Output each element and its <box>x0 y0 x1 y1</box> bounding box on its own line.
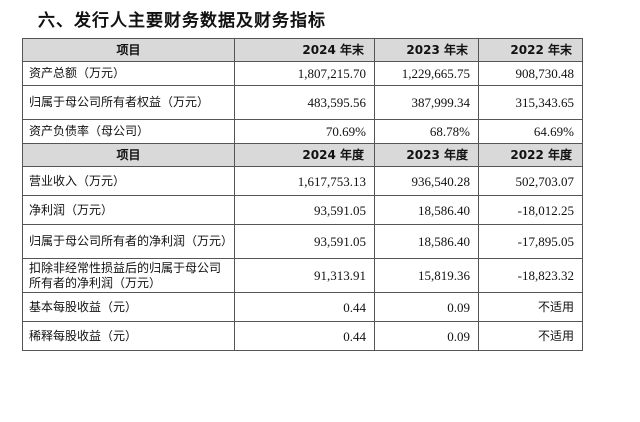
section-title: 六、发行人主要财务数据及财务指标 <box>38 11 326 31</box>
table-row-deducted-net-profit: 扣除非经常性损益后的归属于母公司所有者的净利润（万元） 91,313.91 15… <box>22 258 583 293</box>
header-2023-end: 2023 年末 <box>374 38 479 62</box>
cell-2024: 93,591.05 <box>234 195 375 225</box>
cell-2022: 64.69% <box>478 119 583 144</box>
cell-2023: 0.09 <box>374 321 479 351</box>
table-row-revenue: 营业收入（万元） 1,617,753.13 936,540.28 502,703… <box>22 166 583 196</box>
table-row-total-assets: 资产总额（万元） 1,807,215.70 1,229,665.75 908,7… <box>22 61 583 86</box>
table-row-parent-net-profit: 归属于母公司所有者的净利润（万元） 93,591.05 18,586.40 -1… <box>22 224 583 259</box>
cell-2024: 1,807,215.70 <box>234 61 375 86</box>
cell-2024: 1,617,753.13 <box>234 166 375 196</box>
cell-2022: -18,823.32 <box>478 258 583 293</box>
row-label: 归属于母公司所有者的净利润（万元） <box>22 224 235 259</box>
cell-2023: 18,586.40 <box>374 224 479 259</box>
row-label: 资产总额（万元） <box>22 61 235 86</box>
financial-data-table: 项目 2024 年末 2023 年末 2022 年末 资产总额（万元） 1,80… <box>22 38 583 351</box>
header-2022-end: 2022 年末 <box>478 38 583 62</box>
income-header-row: 项目 2024 年度 2023 年度 2022 年度 <box>22 143 583 167</box>
table-row-debt-ratio: 资产负债率（母公司） 70.69% 68.78% 64.69% <box>22 119 583 144</box>
row-label: 归属于母公司所有者权益（万元） <box>22 85 235 120</box>
cell-2023: 18,586.40 <box>374 195 479 225</box>
cell-2022: 315,343.65 <box>478 85 583 120</box>
cell-2023: 936,540.28 <box>374 166 479 196</box>
header-2022-year: 2022 年度 <box>478 143 583 167</box>
row-label: 基本每股收益（元） <box>22 292 235 322</box>
row-label: 扣除非经常性损益后的归属于母公司所有者的净利润（万元） <box>22 258 235 293</box>
cell-2024: 0.44 <box>234 321 375 351</box>
cell-2023: 1,229,665.75 <box>374 61 479 86</box>
cell-2022: 不适用 <box>478 292 583 322</box>
cell-2022: 502,703.07 <box>478 166 583 196</box>
cell-2024: 483,595.56 <box>234 85 375 120</box>
cell-2022: -17,895.05 <box>478 224 583 259</box>
row-label: 营业收入（万元） <box>22 166 235 196</box>
cell-2024: 91,313.91 <box>234 258 375 293</box>
row-label: 资产负债率（母公司） <box>22 119 235 144</box>
cell-2023: 68.78% <box>374 119 479 144</box>
cell-2024: 93,591.05 <box>234 224 375 259</box>
table-row-diluted-eps: 稀释每股收益（元） 0.44 0.09 不适用 <box>22 321 583 351</box>
header-2023-year: 2023 年度 <box>374 143 479 167</box>
cell-2022: 908,730.48 <box>478 61 583 86</box>
cell-2023: 0.09 <box>374 292 479 322</box>
row-label: 净利润（万元） <box>22 195 235 225</box>
cell-2022: -18,012.25 <box>478 195 583 225</box>
row-label: 稀释每股收益（元） <box>22 321 235 351</box>
table-row-net-profit: 净利润（万元） 93,591.05 18,586.40 -18,012.25 <box>22 195 583 225</box>
balance-header-row: 项目 2024 年末 2023 年末 2022 年末 <box>22 38 583 62</box>
cell-2023: 15,819.36 <box>374 258 479 293</box>
cell-2023: 387,999.34 <box>374 85 479 120</box>
table-row-parent-equity: 归属于母公司所有者权益（万元） 483,595.56 387,999.34 31… <box>22 85 583 120</box>
header-2024-year: 2024 年度 <box>234 143 375 167</box>
cell-2024: 0.44 <box>234 292 375 322</box>
cell-2022: 不适用 <box>478 321 583 351</box>
cell-2024: 70.69% <box>234 119 375 144</box>
table-row-basic-eps: 基本每股收益（元） 0.44 0.09 不适用 <box>22 292 583 322</box>
header-item: 项目 <box>22 143 235 167</box>
header-2024-end: 2024 年末 <box>234 38 375 62</box>
header-item: 项目 <box>22 38 235 62</box>
